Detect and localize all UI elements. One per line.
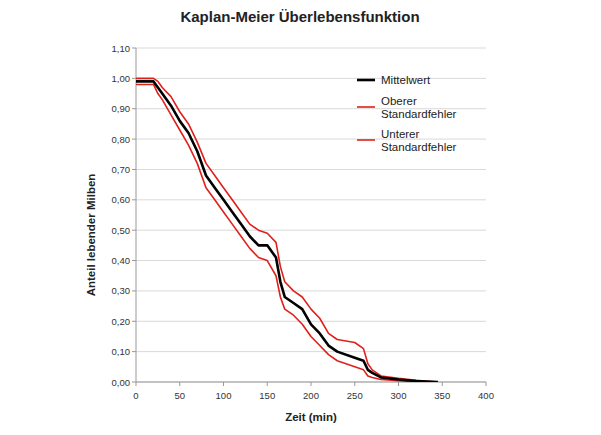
grid-line: [136, 78, 486, 79]
x-axis-label: Zeit (min): [285, 411, 337, 423]
tick-mark: [132, 199, 136, 200]
tick-mark: [132, 230, 136, 231]
x-tick-label: 400: [478, 390, 494, 401]
y-tick-label: 0,60: [112, 194, 131, 205]
tick-mark: [132, 351, 136, 352]
y-tick-label: 1,10: [112, 43, 131, 54]
legend-label: ObererStandardfehler: [381, 95, 457, 120]
legend-swatch: [357, 79, 375, 82]
y-tick-label: 0,00: [112, 377, 131, 388]
grid-line: [136, 48, 486, 49]
chart-container: Kaplan-Meier Überlebensfunktion 0,00 0,10 0…: [0, 0, 601, 435]
grid-line: [136, 351, 486, 352]
tick-mark: [311, 382, 312, 386]
chart-svg: Kaplan-Meier Überlebensfunktion 0,00 0,10 0…: [0, 0, 601, 435]
x-tick-label: 50: [174, 390, 185, 401]
x-tick-label: 100: [216, 390, 232, 401]
y-tick-label: 0,70: [112, 164, 131, 175]
legend-swatch: [357, 139, 375, 141]
series-line: [136, 84, 438, 382]
x-tick-label: 0: [133, 390, 138, 401]
legend-label-line: Standardfehler: [381, 108, 457, 120]
y-axis-label: Anteil lebender Milben: [85, 174, 97, 297]
tick-mark: [132, 321, 136, 322]
x-tick-label: 250: [347, 390, 363, 401]
grid-line: [136, 290, 486, 291]
title: Kaplan-Meier Überlebensfunktion: [180, 8, 419, 25]
tick-mark: [398, 382, 399, 386]
y-tick-label: 0,30: [112, 285, 131, 296]
tick-mark: [132, 78, 136, 79]
grid-line: [136, 169, 486, 170]
x-tick-label: 150: [259, 390, 275, 401]
x-tick-label: 300: [391, 390, 407, 401]
y-tick-label: 0,20: [112, 316, 131, 327]
tick-mark: [486, 382, 487, 386]
tick-mark: [132, 169, 136, 170]
tick-mark: [132, 382, 136, 383]
y-tick-label: 1,00: [112, 73, 131, 84]
grid-line: [136, 230, 486, 231]
legend-label: Mittelwert: [381, 74, 431, 86]
legend-swatch: [357, 106, 375, 108]
series-line: [136, 81, 438, 382]
tick-mark: [136, 382, 137, 386]
legend-label-line: Standardfehler: [381, 141, 457, 153]
tick-mark: [354, 382, 355, 386]
tick-mark: [267, 382, 268, 386]
x-tick-label: 200: [303, 390, 319, 401]
series-line: [136, 78, 438, 382]
grid-line: [136, 199, 486, 200]
background: [0, 0, 601, 435]
y-tick-label: 0,40: [112, 255, 131, 266]
tick-mark: [132, 108, 136, 109]
y-axis: [136, 48, 137, 382]
legend: MittelwertObererStandardfehlerUntererSta…: [357, 74, 457, 153]
tick-mark: [223, 382, 224, 386]
legend-label-line: Unterer: [381, 128, 420, 140]
x-tick-label: 350: [434, 390, 450, 401]
grid-line: [136, 321, 486, 322]
y-tick-label: 0,10: [112, 346, 131, 357]
tick-mark: [132, 139, 136, 140]
tick-mark: [132, 290, 136, 291]
grid-line: [136, 260, 486, 261]
y-tick-label: 0,90: [112, 103, 131, 114]
y-tick-label: 0,80: [112, 134, 131, 145]
tick-mark: [179, 382, 180, 386]
grid-line: [136, 139, 486, 140]
tick-mark: [132, 260, 136, 261]
tick-mark: [132, 48, 136, 49]
legend-label-line: Oberer: [381, 95, 417, 107]
series-group: [136, 78, 438, 382]
y-tick-label: 0,50: [112, 225, 131, 236]
tick-mark: [442, 382, 443, 386]
legend-label: UntererStandardfehler: [381, 128, 457, 153]
